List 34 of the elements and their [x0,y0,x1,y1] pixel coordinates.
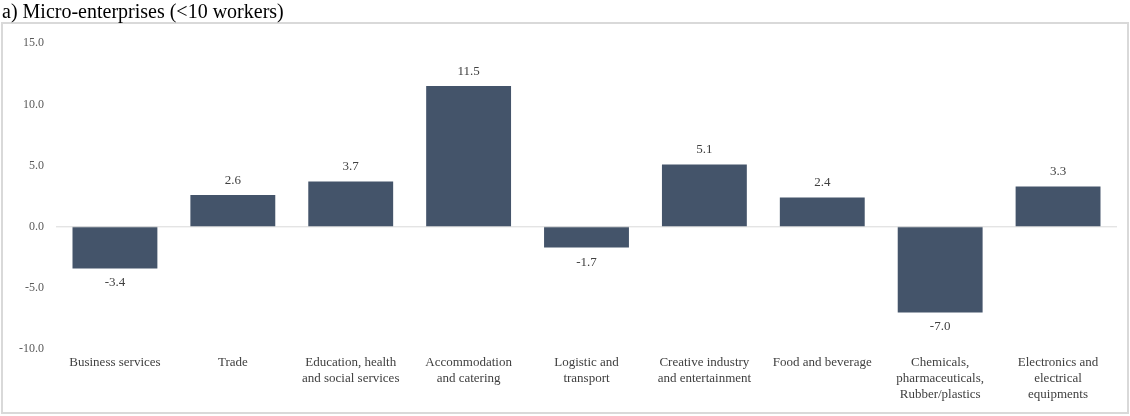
x-tick-label: Education, health and social services [301,354,400,386]
bar [426,86,512,227]
bar [190,194,276,227]
x-tick-label: Business services [69,354,161,370]
bar [897,226,983,313]
x-tick-label: Accommodation and catering [425,354,513,386]
y-tick-label: -5.0 [25,280,44,295]
data-label: 3.3 [1049,163,1067,179]
bar [1015,186,1101,227]
x-tick-label: Logistic and transport [554,354,620,386]
data-label: 2.6 [224,171,242,187]
data-label: 5.1 [696,141,713,157]
y-tick-label: 15.0 [23,35,44,50]
x-tick-label: Trade [217,354,248,370]
data-label: -7.0 [929,318,951,334]
x-tick-label: Creative industry and entertainment [657,354,752,386]
data-label: 2.4 [814,174,831,190]
y-tick-label: 5.0 [29,157,44,172]
x-tick-label: Chemicals, pharmaceuticals, Rubber/plastics [896,354,985,401]
x-tick-label: Electronics and electrical equipments [1017,354,1099,401]
bar [544,226,629,248]
x-tick-label: Food and beverage [772,354,872,370]
chart-title: a) Micro-enterprises (<10 workers) [1,0,285,22]
bar [308,181,394,227]
y-tick-label: -10.0 [19,341,44,356]
bar [661,164,747,227]
bar [72,226,158,269]
data-label: 3.7 [342,158,360,174]
y-tick-label: 10.0 [23,96,44,111]
data-label: -1.7 [576,253,598,269]
y-tick-label: 0.0 [29,218,44,233]
bar [779,197,865,227]
data-label: 11.5 [457,62,480,78]
data-label: -3.4 [104,274,126,290]
